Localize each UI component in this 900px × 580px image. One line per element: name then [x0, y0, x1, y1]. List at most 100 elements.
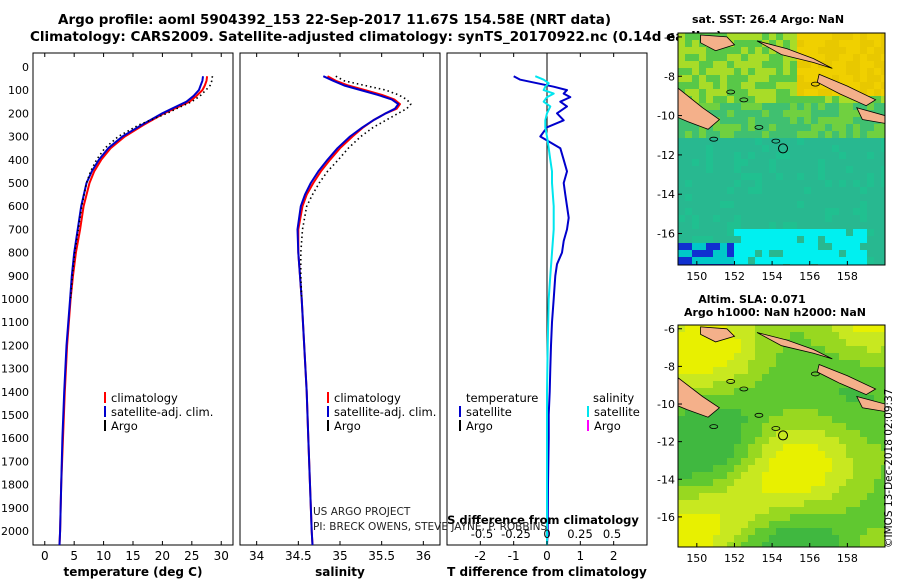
map-cell	[818, 325, 826, 333]
map-cell	[727, 145, 735, 153]
map-cell	[727, 180, 735, 188]
map-cell	[881, 542, 885, 547]
map-cell	[678, 180, 686, 188]
map-cell	[720, 367, 728, 375]
map-cell	[776, 166, 784, 174]
map-cell	[867, 472, 875, 480]
map-cell	[874, 423, 882, 431]
map-cell	[818, 40, 826, 48]
map-cell	[804, 486, 812, 494]
map-cell	[874, 187, 882, 195]
map-cell	[692, 325, 700, 333]
map-cell	[790, 479, 798, 487]
map-cell	[769, 465, 777, 473]
map-cell	[804, 82, 812, 90]
map-y-tick-label: -14	[657, 473, 675, 486]
map-cell	[762, 96, 770, 104]
map-cell	[699, 423, 707, 431]
map-cell	[678, 61, 686, 69]
map-cell	[748, 40, 756, 48]
map-cell	[839, 353, 847, 361]
legend-argo-label: Argo	[111, 419, 138, 433]
map-cell	[741, 124, 749, 132]
island	[726, 89, 736, 95]
map-cell	[727, 458, 735, 466]
map-cell	[762, 152, 770, 160]
map-cell	[762, 416, 770, 424]
map-cell	[790, 180, 798, 188]
map-cell	[881, 138, 885, 146]
map-cell	[748, 437, 756, 445]
map-cell	[776, 89, 784, 97]
map-cell	[881, 374, 885, 382]
map-cell	[846, 117, 854, 125]
map-cell	[769, 374, 777, 382]
map-x-tick-label: 150	[686, 552, 707, 565]
map-cell	[783, 89, 791, 97]
map-cell	[692, 131, 700, 139]
map-y-tick-label: -8	[664, 360, 675, 373]
map-cell	[790, 138, 798, 146]
map-cell	[734, 332, 742, 340]
map-cell	[713, 388, 721, 396]
map-cell	[699, 131, 707, 139]
map-cell	[832, 236, 840, 244]
map-cell	[706, 353, 714, 361]
map-cell	[832, 61, 840, 69]
map-cell	[797, 430, 805, 438]
map-cell	[769, 131, 777, 139]
map-cell	[846, 152, 854, 160]
map-cell	[713, 54, 721, 62]
map-cell	[748, 257, 756, 265]
map-cell	[846, 187, 854, 195]
depth-tick-label: 800	[8, 247, 29, 260]
map-cell	[706, 465, 714, 473]
map-cell	[762, 395, 770, 403]
island	[709, 136, 719, 142]
map-cell	[699, 465, 707, 473]
map-cell	[734, 82, 742, 90]
map-cell	[762, 486, 770, 494]
map-cell	[797, 514, 805, 522]
map-cell	[741, 430, 749, 438]
map-cell	[755, 374, 763, 382]
map-cell	[832, 243, 840, 251]
map-cell	[804, 493, 812, 501]
map-cell	[846, 507, 854, 515]
map-cell	[811, 402, 819, 410]
map-cell	[832, 472, 840, 480]
map-cell	[776, 229, 784, 237]
map-cell	[804, 437, 812, 445]
map-cell	[713, 451, 721, 459]
map-y-tick-label: -10	[657, 398, 675, 411]
map-cell	[727, 353, 735, 361]
map-cell	[832, 486, 840, 494]
map-cell	[678, 131, 686, 139]
map-cell	[762, 374, 770, 382]
map-cell	[769, 346, 777, 354]
map-cell	[748, 346, 756, 354]
map-cell	[832, 409, 840, 417]
map-cell	[741, 535, 749, 543]
map-cell	[692, 68, 700, 76]
map-cell	[776, 325, 784, 333]
map-cell	[804, 395, 812, 403]
map-cell	[804, 180, 812, 188]
map-cell	[692, 542, 700, 547]
diff-legend-t-satellite-label: satellite	[466, 405, 512, 419]
map-cell	[853, 346, 861, 354]
top-tick-label: 0.5	[603, 527, 621, 541]
map-cell	[741, 402, 749, 410]
map-cell	[706, 535, 714, 543]
map-cell	[867, 367, 875, 375]
map-cell	[783, 194, 791, 202]
map-cell	[839, 208, 847, 216]
map-cell	[853, 479, 861, 487]
map-cell	[790, 68, 798, 76]
map-cell	[874, 409, 882, 417]
map-cell	[881, 159, 885, 167]
map-cell	[699, 54, 707, 62]
map-cell	[727, 68, 735, 76]
map-cell	[853, 374, 861, 382]
map-cell	[713, 521, 721, 529]
